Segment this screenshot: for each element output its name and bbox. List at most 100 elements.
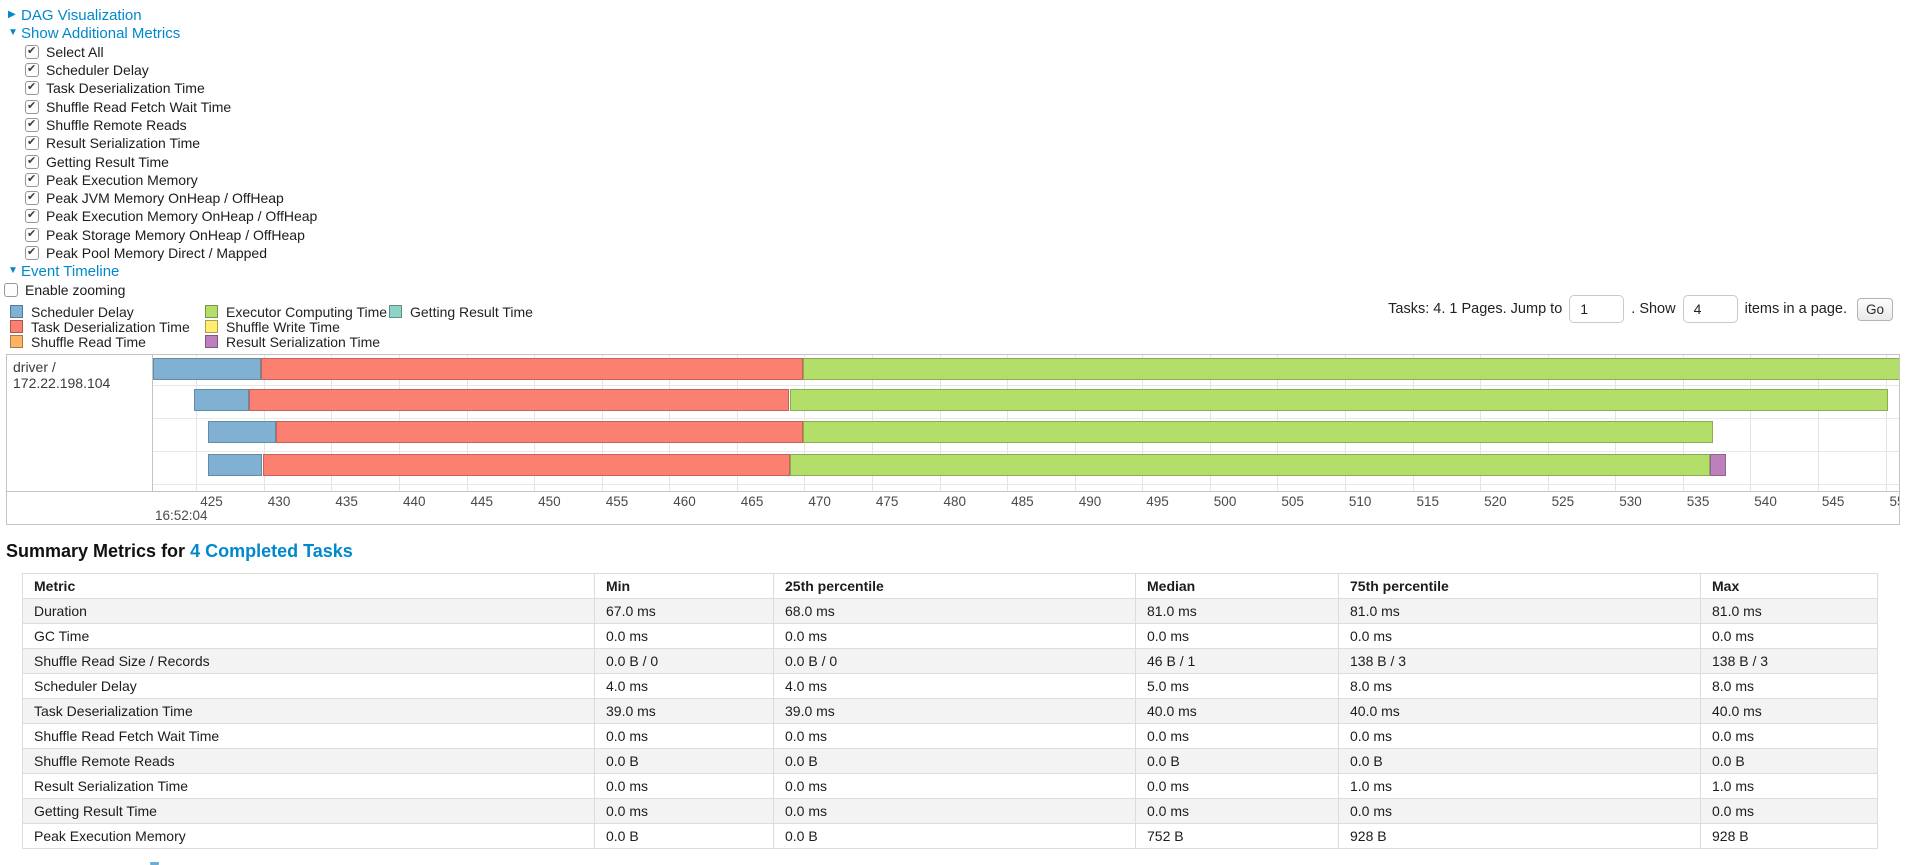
metric-checkbox-label: Getting Result Time [46,153,169,170]
axis-tick-label: 550 [1889,494,1900,509]
show-additional-metrics-link[interactable]: Show Additional Metrics [21,24,181,42]
metric-value-cell: 39.0 ms [594,698,774,724]
axis-tick-label: 470 [808,494,831,509]
items-per-page-input[interactable] [1682,295,1738,323]
metric-value-cell: 0.0 ms [773,623,1136,649]
table-row: Duration 67.0 ms 68.0 ms 81.0 ms 81.0 ms 81.0… [22,598,1878,624]
axis-tick-label: 460 [673,494,696,509]
axis-tick-label: 435 [335,494,358,509]
axis-gridline [196,355,198,491]
metric-checkbox-row[interactable]: Task Deserialization Time [8,79,317,97]
go-button[interactable]: Go [1856,297,1893,321]
table-row: Scheduler Delay 4.0 ms 4.0 ms 5.0 ms 8.0 ms 8… [22,673,1878,699]
task-bar-scheduler-delay[interactable] [193,389,249,411]
show-additional-metrics-toggle[interactable]: ▼ Show Additional Metrics [8,24,317,42]
metric-value-cell: 0.0 ms [773,723,1136,749]
metric-name-cell: Peak Execution Memory [22,823,595,849]
metric-checkbox-row[interactable]: Peak JVM Memory OnHeap / OffHeap [8,189,317,207]
metric-value-cell: 5.0 ms [1135,673,1339,699]
axis-tick-label: 520 [1484,494,1507,509]
metric-value-cell: 0.0 B [594,748,774,774]
collapsed-arrow-icon: ▶ [8,9,16,21]
dag-visualization-link[interactable]: DAG Visualization [21,6,142,24]
metric-checkbox[interactable] [25,117,39,132]
metric-checkbox[interactable] [25,99,39,114]
legend-item: Task Deserialization Time [10,319,190,335]
enable-zooming-row[interactable]: Enable zooming [4,280,317,298]
metric-value-cell: 0.0 ms [1135,798,1339,824]
expanded-arrow-icon: ▼ [8,265,18,277]
column-header: 25th percentile [773,573,1136,599]
task-bar-scheduler-delay[interactable] [208,454,263,476]
metric-value-cell: 0.0 ms [773,798,1136,824]
task-bar-task-deserialization-time[interactable] [261,358,803,380]
metric-name-cell: Shuffle Remote Reads [22,748,595,774]
metric-checkbox-row[interactable]: Getting Result Time [8,152,317,170]
dag-visualization-toggle[interactable]: ▶ DAG Visualization [8,6,317,24]
task-bar-executor-computing-time[interactable] [789,454,1710,476]
metric-checkbox-row[interactable]: Select All [8,43,317,61]
metric-checkbox[interactable] [25,190,39,206]
metric-value-cell: 46 B / 1 [1135,648,1339,674]
task-bar-task-deserialization-time[interactable] [262,454,790,476]
metric-checkbox[interactable] [25,44,39,59]
event-timeline-toggle[interactable]: ▼ Event Timeline [8,262,317,280]
timeline-plot-area[interactable] [153,355,1899,491]
task-bar-task-deserialization-time[interactable] [248,389,790,411]
result_serialization_time-swatch [205,335,218,348]
metric-value-cell: 8.0 ms [1338,673,1701,699]
metric-value-cell: 0.0 ms [773,773,1136,799]
metric-checkbox-row[interactable]: Result Serialization Time [8,134,317,152]
metric-checkbox[interactable] [25,80,39,96]
metric-checkbox-row[interactable]: Shuffle Read Fetch Wait Time [8,97,317,115]
completed-tasks-link[interactable]: 4 Completed Tasks [190,541,353,561]
metric-name-cell: Duration [22,598,595,624]
event-timeline-chart[interactable]: driver / 172.22.198.104 16:52:04 425 430 4… [6,354,1900,525]
metric-checkbox-row[interactable]: Scheduler Delay [8,61,317,79]
metric-checkbox[interactable] [25,135,39,151]
metric-checkbox-row[interactable]: Peak Execution Memory OnHeap / OffHeap [8,207,317,225]
row-separator [153,418,1899,419]
task-bar-result-serialization-time[interactable] [1709,454,1726,476]
metric-value-cell: 40.0 ms [1700,698,1878,724]
metric-value-cell: 0.0 B [1700,748,1878,774]
table-row: Result Serialization Time 0.0 ms 0.0 ms 0.0… [22,773,1878,799]
metric-checkbox[interactable] [25,154,39,169]
metric-value-cell: 0.0 ms [594,723,774,749]
axis-tick-label: 440 [403,494,426,509]
metric-checkbox-row[interactable]: Peak Execution Memory [8,171,317,189]
metric-checkbox-row[interactable]: Peak Storage Memory OnHeap / OffHeap [8,226,317,244]
axis-tick-label: 495 [1146,494,1169,509]
task-bar-executor-computing-time[interactable] [789,389,1889,411]
legend-label: Executor Computing Time [226,303,388,320]
clipped-next-section [150,862,159,865]
table-row: Getting Result Time 0.0 ms 0.0 ms 0.0 ms 0.0… [22,798,1878,824]
executor_computing_time-swatch [205,305,218,318]
metric-value-cell: 0.0 ms [594,798,774,824]
metric-checkbox-row[interactable]: Peak Pool Memory Direct / Mapped [8,244,317,262]
metric-checkbox[interactable] [25,208,39,224]
metric-checkbox-label: Shuffle Read Fetch Wait Time [46,98,232,115]
column-header: Min [594,573,774,599]
metric-checkbox[interactable] [25,172,39,187]
items-in-page-text: items in a page. [1744,301,1847,317]
task-bar-scheduler-delay[interactable] [208,421,276,443]
axis-tick-label: 445 [470,494,494,509]
scheduler_delay-swatch [10,305,23,318]
axis-tick-label: 425 [200,494,223,509]
task-bar-task-deserialization-time[interactable] [276,421,803,443]
metric-checkbox-label: Peak Pool Memory Direct / Mapped [46,245,267,261]
enable-zooming-checkbox[interactable] [4,282,18,297]
task-bar-executor-computing-time[interactable] [803,421,1713,443]
task-bar-scheduler-delay[interactable] [153,358,262,380]
metric-checkbox[interactable] [25,227,39,242]
axis-gridline [1817,355,1819,491]
metric-checkbox[interactable] [25,62,39,78]
axis-tick-label: 430 [267,494,291,509]
metric-value-cell: 138 B / 3 [1700,648,1878,674]
jump-to-page-input[interactable] [1569,295,1625,323]
event-timeline-link[interactable]: Event Timeline [21,262,120,280]
metric-checkbox[interactable] [25,245,39,260]
task-bar-executor-computing-time[interactable] [803,358,1899,380]
metric-checkbox-row[interactable]: Shuffle Remote Reads [8,116,317,134]
